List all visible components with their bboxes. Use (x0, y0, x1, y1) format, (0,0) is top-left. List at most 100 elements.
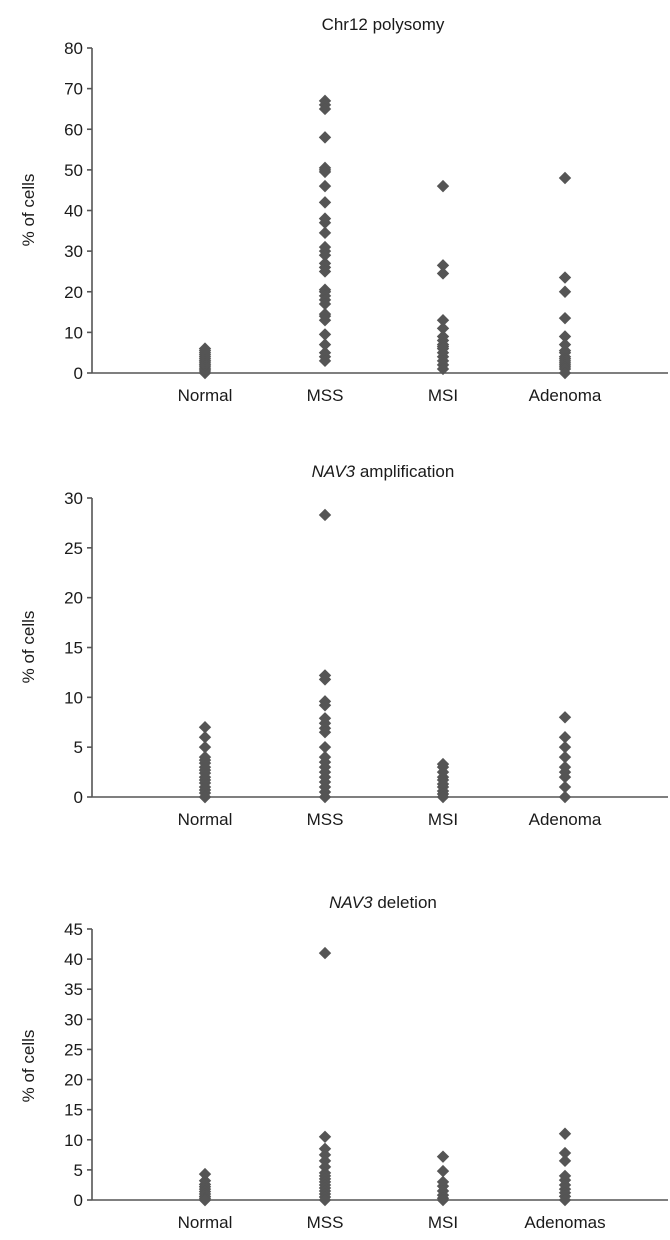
y-tick-label: 20 (64, 283, 83, 302)
y-tick-label: 25 (64, 539, 83, 558)
data-point (318, 102, 332, 116)
data-point (318, 196, 332, 209)
data-point (318, 131, 332, 144)
data-point (318, 226, 332, 240)
data-point (198, 1193, 212, 1207)
y-tick-label: 0 (74, 1191, 83, 1210)
data-point (318, 1130, 332, 1143)
data-point (198, 740, 212, 754)
chart-title: Chr12 polysomy (322, 15, 445, 34)
y-tick-label: 15 (64, 1101, 83, 1120)
data-point (558, 271, 572, 284)
data-point (436, 1193, 450, 1207)
y-tick-label: 70 (64, 80, 83, 99)
data-point (318, 508, 332, 522)
y-tick-label: 40 (64, 202, 83, 221)
data-point (318, 790, 332, 804)
data-point (318, 354, 332, 368)
data-point (436, 259, 450, 272)
data-point (558, 1127, 572, 1140)
data-point (558, 770, 572, 784)
y-tick-label: 80 (64, 39, 83, 58)
y-tick-label: 25 (64, 1040, 83, 1059)
data-point (318, 248, 332, 262)
data-point (318, 673, 332, 686)
data-point (318, 1193, 332, 1207)
y-tick-label: 10 (64, 323, 83, 342)
data-point (558, 311, 572, 325)
x-category-label: MSS (307, 1213, 344, 1232)
y-tick-label: 5 (74, 738, 83, 757)
chart-title: NAV3 amplification (312, 462, 455, 481)
data-point (318, 313, 332, 327)
data-point (318, 338, 332, 351)
chart-title-text: Chr12 polysomy (322, 15, 445, 34)
data-point (318, 946, 332, 960)
y-tick-label: 40 (64, 950, 83, 969)
data-point (198, 731, 212, 744)
data-point (318, 740, 332, 754)
y-tick-label: 45 (64, 920, 83, 939)
x-category-label: MSI (428, 386, 458, 405)
data-point (318, 699, 332, 712)
chart-title-text: deletion (373, 893, 437, 912)
data-point (436, 1150, 450, 1163)
y-axis-label: % of cells (19, 174, 38, 247)
y-tick-label: 30 (64, 1010, 83, 1029)
data-point (558, 711, 572, 724)
x-category-label: MSI (428, 1213, 458, 1232)
data-point (198, 790, 212, 804)
data-point (558, 740, 572, 754)
y-tick-label: 30 (64, 489, 83, 508)
chart-title-gene: NAV3 (329, 893, 373, 912)
x-category-label: Normal (178, 810, 233, 829)
data-point (558, 731, 572, 744)
data-point (436, 313, 450, 327)
x-category-label: Adenomas (524, 1213, 605, 1232)
y-tick-label: 5 (74, 1161, 83, 1180)
data-point (558, 330, 572, 343)
data-point (318, 328, 332, 341)
chart-title-gene: NAV3 (312, 462, 356, 481)
x-category-label: MSS (307, 386, 344, 405)
data-point (198, 1167, 212, 1181)
data-point (558, 790, 572, 804)
data-point (318, 726, 332, 739)
data-point (558, 780, 572, 794)
x-category-label: Adenoma (529, 810, 602, 829)
data-point (558, 285, 572, 298)
chart-panel-3: NAV3 deletion 0 5 10 15 20 25 30 35 40 45 % of cell… (19, 893, 668, 1232)
data-point (558, 1154, 572, 1168)
data-point (436, 322, 450, 335)
y-tick-label: 10 (64, 688, 83, 707)
y-tick-label: 60 (64, 120, 83, 139)
y-tick-label: 20 (64, 1071, 83, 1090)
chart-title-text: amplification (355, 462, 454, 481)
x-category-label: MSI (428, 810, 458, 829)
y-tick-label: 0 (74, 364, 83, 383)
data-point (318, 216, 332, 229)
y-tick-label: 50 (64, 161, 83, 180)
data-point (558, 366, 572, 380)
chart-title: NAV3 deletion (329, 893, 437, 912)
y-tick-label: 20 (64, 589, 83, 608)
y-tick-label: 0 (74, 788, 83, 807)
data-point (558, 171, 572, 185)
data-point (558, 1193, 572, 1207)
x-category-label: Normal (178, 1213, 233, 1232)
data-point (318, 165, 332, 179)
data-point (436, 267, 450, 280)
data-point (436, 179, 450, 193)
chart-panel-2: NAV3 amplification 0 5 10 15 20 25 30 % of cells… (19, 462, 668, 829)
y-tick-label: 10 (64, 1131, 83, 1150)
data-point (436, 362, 450, 376)
y-tick-label: 30 (64, 242, 83, 261)
y-tick-label: 15 (64, 639, 83, 658)
data-point (558, 750, 572, 764)
data-point (558, 1146, 572, 1160)
chart-panel-1: Chr12 polysomy 0 10 20 30 40 50 60 70 80 % of cell… (19, 15, 668, 405)
x-category-label: Adenoma (529, 386, 602, 405)
data-point (436, 1164, 450, 1178)
x-category-label: Normal (178, 386, 233, 405)
